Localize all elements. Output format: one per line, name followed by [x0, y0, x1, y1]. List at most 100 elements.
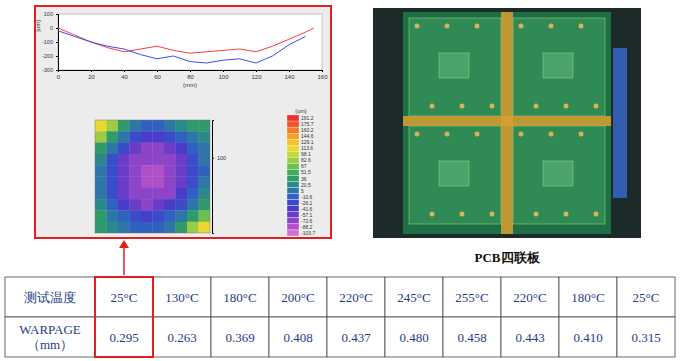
heat-cell	[153, 165, 165, 177]
photo-pad	[490, 212, 495, 217]
heat-cell	[199, 143, 211, 155]
x-tick: 80	[187, 70, 194, 80]
photo-pad	[594, 212, 599, 217]
x-tick-mark	[124, 70, 125, 72]
x-tick-mark	[190, 70, 191, 72]
table-text: 245°C	[397, 290, 430, 305]
photo-board	[513, 126, 605, 224]
photo-pad	[475, 24, 480, 29]
colorbar-swatch	[287, 188, 299, 194]
table-cell	[269, 277, 327, 317]
heat-cell	[153, 222, 165, 233]
photo-pad	[445, 24, 450, 29]
heat-cell	[95, 120, 107, 132]
heat-cell	[141, 188, 153, 200]
x-tick-label: 120	[251, 74, 262, 80]
table-cell	[269, 317, 327, 357]
y-tick-mark	[56, 42, 58, 43]
x-tick-label: 40	[121, 74, 128, 80]
heat-cell	[107, 120, 119, 132]
photo-pad	[415, 24, 420, 29]
colorbar-swatch	[287, 163, 299, 169]
heat-cell	[187, 210, 199, 222]
heatmap-tick-label: 100	[217, 155, 226, 161]
heat-cell	[107, 199, 119, 211]
table-cell	[95, 277, 153, 317]
x-tick-mark	[289, 70, 290, 72]
table-text: 220°C	[513, 290, 546, 305]
table-cell	[211, 317, 269, 357]
table-cell	[559, 317, 617, 357]
table-cell	[5, 317, 95, 357]
colorbar-swatch	[287, 194, 299, 200]
heat-cell	[199, 188, 211, 200]
heat-cell	[164, 120, 176, 132]
heat-cell	[95, 131, 107, 143]
table-text: 0.408	[283, 330, 312, 345]
heatmap-tick-mark	[212, 158, 214, 159]
heat-cell	[153, 188, 165, 200]
table-cell	[617, 317, 675, 357]
heat-cell	[130, 165, 142, 177]
heat-cell	[141, 120, 153, 132]
page: 020406080100120140160-300-200-1000100(mm…	[0, 0, 680, 361]
heat-cell	[118, 165, 130, 177]
photo-pad	[549, 132, 554, 137]
x-tick: 140	[284, 70, 295, 80]
heatmap-axis: 100	[212, 121, 226, 234]
heat-cell	[199, 120, 211, 132]
heat-cell	[153, 210, 165, 222]
colorbar-swatch	[287, 169, 299, 175]
heat-cell	[199, 222, 211, 233]
y-axis: -300-200-1000100	[42, 11, 59, 73]
x-tick-label: 100	[218, 74, 229, 80]
table-text: 255°C	[455, 290, 488, 305]
heat-cell	[118, 120, 130, 132]
y-tick-label: 0	[50, 25, 53, 31]
table-cell	[5, 277, 95, 317]
table-cell	[95, 317, 153, 357]
heat-cell	[164, 154, 176, 166]
y-tick: 100	[44, 11, 58, 17]
heat-cell	[141, 143, 153, 155]
x-tick-mark	[322, 70, 323, 72]
heat-cell	[164, 131, 176, 143]
panel-frame	[35, 6, 331, 238]
table-text: （mm）	[27, 337, 73, 352]
table-text: 0.443	[515, 330, 544, 345]
photo-tape-v	[501, 12, 513, 234]
heat-cell	[199, 165, 211, 177]
arrow-head	[119, 240, 129, 248]
heat-cell	[141, 222, 153, 233]
plot-area	[58, 14, 322, 70]
heat-cell	[199, 199, 211, 211]
heat-cell	[118, 222, 130, 233]
heat-cell	[176, 154, 188, 166]
heatmap-frame	[95, 120, 210, 233]
heatmap-axis-line	[213, 121, 215, 234]
colorbar-swatch	[287, 145, 299, 151]
y-tick: -200	[42, 53, 58, 59]
photo-pad	[519, 24, 524, 29]
table-text: 25°C	[111, 290, 138, 305]
photo-pad	[534, 104, 539, 109]
heat-cell	[176, 131, 188, 143]
heat-cell	[95, 210, 107, 222]
photo-pad	[519, 132, 524, 137]
series-line	[58, 28, 314, 53]
heat-cell	[95, 222, 107, 233]
heat-cell	[187, 188, 199, 200]
heat-cell	[176, 222, 188, 233]
table-cell	[385, 277, 443, 317]
heat-cell	[141, 131, 153, 143]
x-tick: 160	[317, 70, 328, 80]
x-tick-label: 60	[154, 74, 161, 80]
heat-cell	[118, 199, 130, 211]
colorbar-swatch	[287, 230, 299, 236]
heat-cell	[130, 210, 142, 222]
heat-cell	[187, 154, 199, 166]
y-tick-label: -300	[42, 67, 53, 73]
heat-cell	[153, 199, 165, 211]
photo-chip	[543, 161, 573, 186]
colorbar-swatch	[287, 182, 299, 188]
